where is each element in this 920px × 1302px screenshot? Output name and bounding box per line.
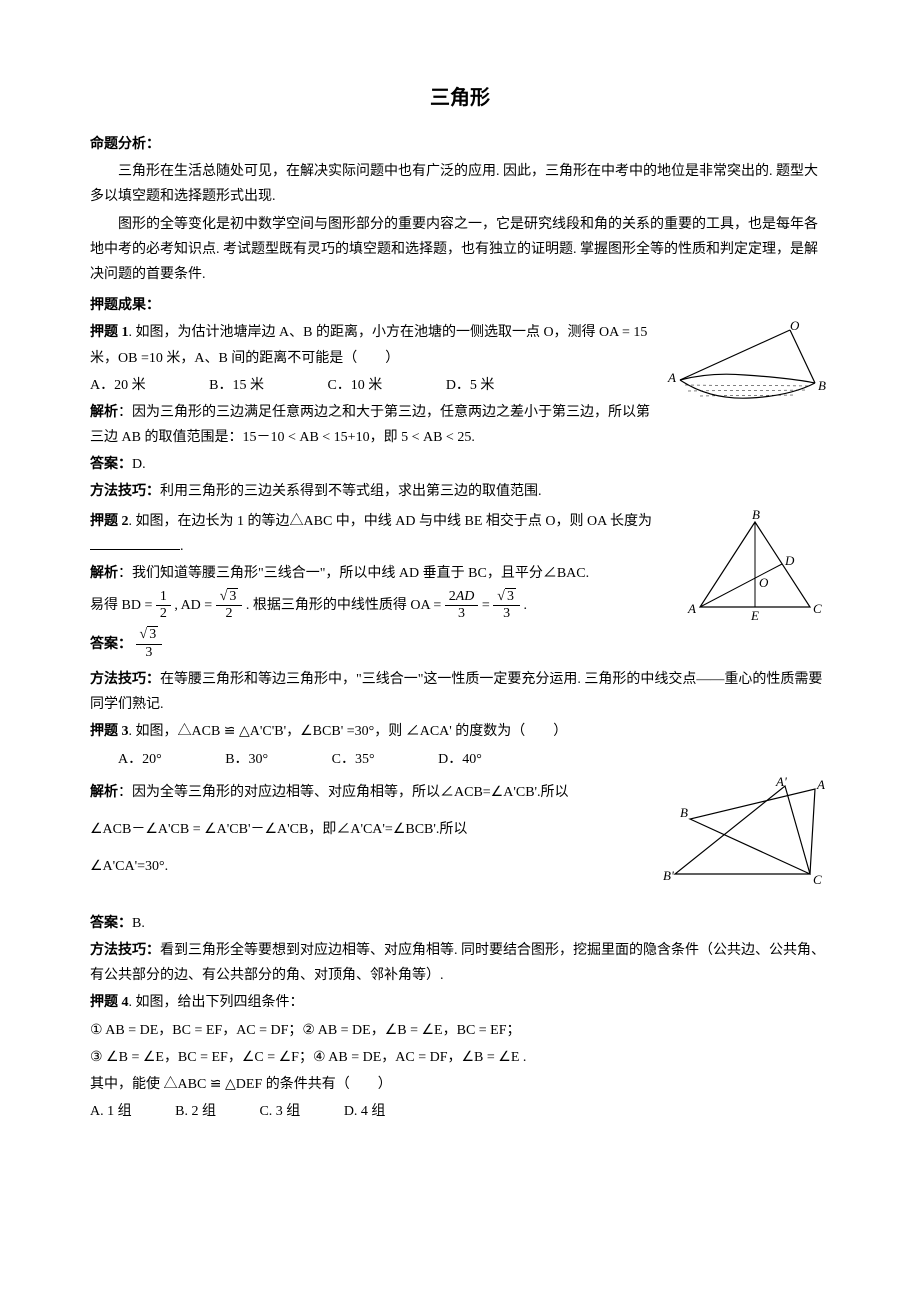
q3-figure: B B' C A A' [660, 774, 830, 903]
q2-stem-b: . [180, 539, 184, 554]
q2-tip-text: 在等腰三角形和等边三角形中，"三线合一"这一性质一定要充分运用. 三角形的中线交… [90, 672, 822, 712]
analysis-p2: 图形的全等变化是初中数学空间与图形部分的重要内容之一，它是研究线段和角的关系的重… [90, 212, 830, 288]
q3-optC: C．35° [332, 747, 375, 772]
q4-optC: C. 3 组 [259, 1099, 300, 1124]
q3-optB: B．30° [225, 747, 268, 772]
q1-expl-label: 解析 [90, 405, 118, 420]
svg-text:O: O [759, 575, 769, 590]
q2-stem-a: . 如图，在边长为 1 的等边△ABC 中，中线 AD 与中线 BE 相交于点 … [129, 514, 652, 529]
q3-expl1-text: ：因为全等三角形的对应边相等、对应角相等，所以∠ACB=∠A'CB'.所以 [118, 785, 569, 800]
q3-ans-text: B. [132, 916, 145, 931]
q1-ans-label: 答案： [90, 457, 132, 472]
svg-text:C: C [813, 601, 822, 616]
q1-optA: A．20 米 [90, 373, 146, 398]
q3-tip: 方法技巧：看到三角形全等要想到对应边相等、对应角相等. 同时要结合图形，挖掘里面… [90, 938, 830, 988]
q4-label: 押题 4 [90, 995, 129, 1010]
page-title: 三角形 [90, 80, 830, 116]
q1-figure: O A B [660, 320, 830, 419]
frac-r3-3a: √33 [493, 589, 520, 624]
q1-tip-text: 利用三角形的三边关系得到不等式组，求出第三边的取值范围. [160, 484, 542, 499]
q4-optD: D. 4 组 [344, 1099, 386, 1124]
svg-text:B: B [818, 378, 826, 393]
q2-tip: 方法技巧：在等腰三角形和等边三角形中，"三线合一"这一性质一定要充分运用. 三角… [90, 667, 830, 717]
q4-l2: ③ ∠B = ∠E，BC = EF，∠C = ∠F；④ AB = DE，AC =… [90, 1045, 830, 1070]
svg-text:C: C [813, 872, 822, 887]
q1-label: 押题 1 [90, 325, 129, 340]
svg-text:B: B [680, 805, 688, 820]
q4-stem-text: . 如图，给出下列四组条件： [129, 995, 304, 1010]
q2-expl2c: . 根据三角形的中线性质得 OA = [246, 598, 445, 613]
svg-text:B': B' [663, 868, 674, 883]
q4-l3: 其中，能使 △ABC ≌ △DEF 的条件共有（ ） [90, 1072, 830, 1097]
q1-ans-text: D. [132, 457, 146, 472]
q3-optA: A．20° [118, 747, 162, 772]
frac-2ad-3: 2AD3 [445, 589, 479, 624]
q3-options: A．20° B．30° C．35° D．40° [90, 747, 830, 772]
q2-expl2b: , AD = [174, 598, 215, 613]
q4-optA: A. 1 组 [90, 1099, 132, 1124]
q1-optC: C．10 米 [327, 373, 382, 398]
q3-label: 押题 3 [90, 724, 129, 739]
q3-stem: 押题 3. 如图，△ACB ≌ △A'C'B'，∠BCB' =30°，则 ∠AC… [90, 719, 830, 744]
q4-optB: B. 2 组 [175, 1099, 216, 1124]
q2-expl1-text: ：我们知道等腰三角形"三线合一"，所以中线 AD 垂直于 BC，且平分∠BAC. [118, 566, 589, 581]
results-label: 押题成果： [90, 298, 160, 313]
svg-text:E: E [750, 608, 759, 623]
svg-text:A: A [667, 370, 676, 385]
q2-figure: B A C D E O [680, 507, 830, 636]
q4-options: A. 1 组 B. 2 组 C. 3 组 D. 4 组 [90, 1099, 830, 1124]
q2-tip-label: 方法技巧： [90, 672, 160, 687]
q3-optD: D．40° [438, 747, 482, 772]
q2-expl2a: 易得 BD = [90, 598, 156, 613]
q2-expl2e: . [523, 598, 527, 613]
q2-expl-label: 解析 [90, 566, 118, 581]
q2-expl2d: = [482, 598, 493, 613]
q1-expl-text: ：因为三角形的三边满足任意两边之和大于第三边，任意两边之差小于第三边，所以第三边… [90, 405, 650, 445]
q2-blank [90, 549, 180, 550]
q1-tip: 方法技巧：利用三角形的三边关系得到不等式组，求出第三边的取值范围. [90, 479, 830, 504]
q4-l1: ① AB = DE，BC = EF，AC = DF；② AB = DE，∠B =… [90, 1018, 830, 1043]
svg-text:A': A' [775, 774, 787, 789]
q3-ans-label: 答案： [90, 916, 132, 931]
svg-text:A: A [687, 601, 696, 616]
q1-answer: 答案：D. [90, 452, 830, 477]
frac-r3-2: √32 [216, 589, 243, 624]
q4-stem: 押题 4. 如图，给出下列四组条件： [90, 990, 830, 1015]
svg-text:A: A [816, 777, 825, 792]
q3-tip-text: 看到三角形全等要想到对应边相等、对应角相等. 同时要结合图形，挖掘里面的隐含条件… [90, 943, 825, 983]
analysis-p1: 三角形在生活总随处可见，在解决实际问题中也有广泛的应用. 因此，三角形在中考中的… [90, 159, 830, 209]
q2-ans-label: 答案： [90, 637, 132, 652]
q3-answer: 答案：B. [90, 911, 830, 936]
q3-expl-label: 解析 [90, 785, 118, 800]
svg-text:B: B [752, 507, 760, 522]
svg-text:O: O [790, 320, 800, 333]
analysis-label: 命题分析： [90, 137, 160, 152]
frac-1-2: 12 [156, 589, 171, 624]
svg-text:D: D [784, 553, 795, 568]
frac-r3-3b: √33 [136, 627, 163, 662]
q1-stem-text: . 如图，为估计池塘岸边 A、B 的距离，小方在池塘的一侧选取一点 O，测得 O… [90, 325, 647, 365]
q3-tip-label: 方法技巧： [90, 943, 160, 958]
q1-tip-label: 方法技巧： [90, 484, 160, 499]
q3-stem-text: . 如图，△ACB ≌ △A'C'B'，∠BCB' =30°，则 ∠ACA' 的… [129, 724, 568, 739]
q2-label: 押题 2 [90, 514, 129, 529]
q1-optD: D．5 米 [446, 373, 495, 398]
q1-optB: B．15 米 [209, 373, 264, 398]
